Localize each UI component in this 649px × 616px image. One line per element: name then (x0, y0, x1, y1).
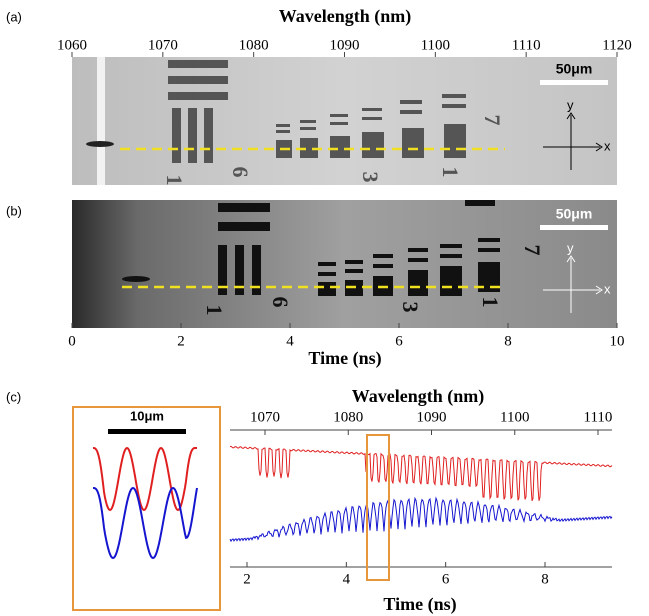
axis-title: Wavelength (nm) (352, 386, 485, 407)
scale-bar (540, 80, 608, 85)
tick-label: 1060 (57, 37, 87, 53)
particle (122, 276, 150, 282)
inset-trace (93, 446, 197, 512)
tick-label: 1110 (584, 409, 613, 425)
particle (86, 141, 114, 147)
axis-title: Time (ns) (308, 348, 381, 369)
scale-bar (108, 429, 186, 434)
image-digit: 6 (268, 297, 293, 308)
tick-label: 1080 (333, 409, 363, 425)
tick-label: 1120 (602, 37, 631, 53)
tick-label: 1110 (512, 37, 541, 53)
stripe (97, 57, 105, 185)
tick-label: 8 (541, 571, 549, 587)
panel-label: (a) (6, 9, 22, 24)
tick-label: 1070 (148, 37, 178, 53)
scale-text: 50μm (556, 206, 593, 222)
image-digit: 3 (358, 172, 383, 183)
tick-label: 10 (610, 333, 625, 349)
axis-letter: y (567, 240, 574, 255)
tick-label: 2 (243, 571, 251, 587)
tick-label: 1090 (417, 409, 447, 425)
highlight-box (366, 434, 390, 581)
tick-label: 6 (395, 333, 403, 349)
image (72, 57, 617, 185)
tick-label: 4 (286, 333, 294, 349)
image (72, 200, 617, 328)
inset-trace (93, 486, 198, 560)
tick-label: 6 (442, 571, 450, 587)
axis-letter: x (604, 138, 611, 153)
tick-label: 1100 (500, 409, 529, 425)
image-digit: 1 (478, 297, 503, 308)
scale-text: 10μm (130, 408, 164, 423)
tick-label: 2 (177, 333, 185, 349)
tick-label: 1090 (330, 37, 360, 53)
axis-letter: x (604, 281, 611, 296)
trace (229, 496, 613, 543)
scale-bar (540, 225, 608, 230)
scale-text: 50μm (556, 61, 593, 77)
axes-cross (543, 255, 603, 313)
trace (229, 445, 613, 501)
tick-label: 1070 (250, 409, 280, 425)
image-digit: 6 (228, 167, 253, 178)
tick-label: 8 (504, 333, 512, 349)
image-digit: 3 (398, 302, 423, 313)
axis-letter: y (567, 97, 574, 112)
inset-box (72, 406, 221, 611)
tick-label: 1080 (239, 37, 269, 53)
image-digit: 7 (480, 115, 505, 126)
target-bars (218, 200, 500, 296)
axis-title: Wavelength (nm) (279, 6, 412, 27)
panel-label: (c) (6, 389, 21, 404)
axes-cross (543, 112, 603, 170)
image-digit: 1 (162, 175, 187, 186)
image-digit: 7 (520, 245, 545, 256)
tick-label: 4 (343, 571, 351, 587)
image-digit: 1 (438, 167, 463, 178)
tick-label: 1100 (421, 37, 450, 53)
image-digit: 1 (202, 305, 227, 316)
panel-label: (b) (6, 203, 22, 218)
axis-title: Time (ns) (383, 594, 456, 615)
tick-label: 0 (68, 333, 76, 349)
